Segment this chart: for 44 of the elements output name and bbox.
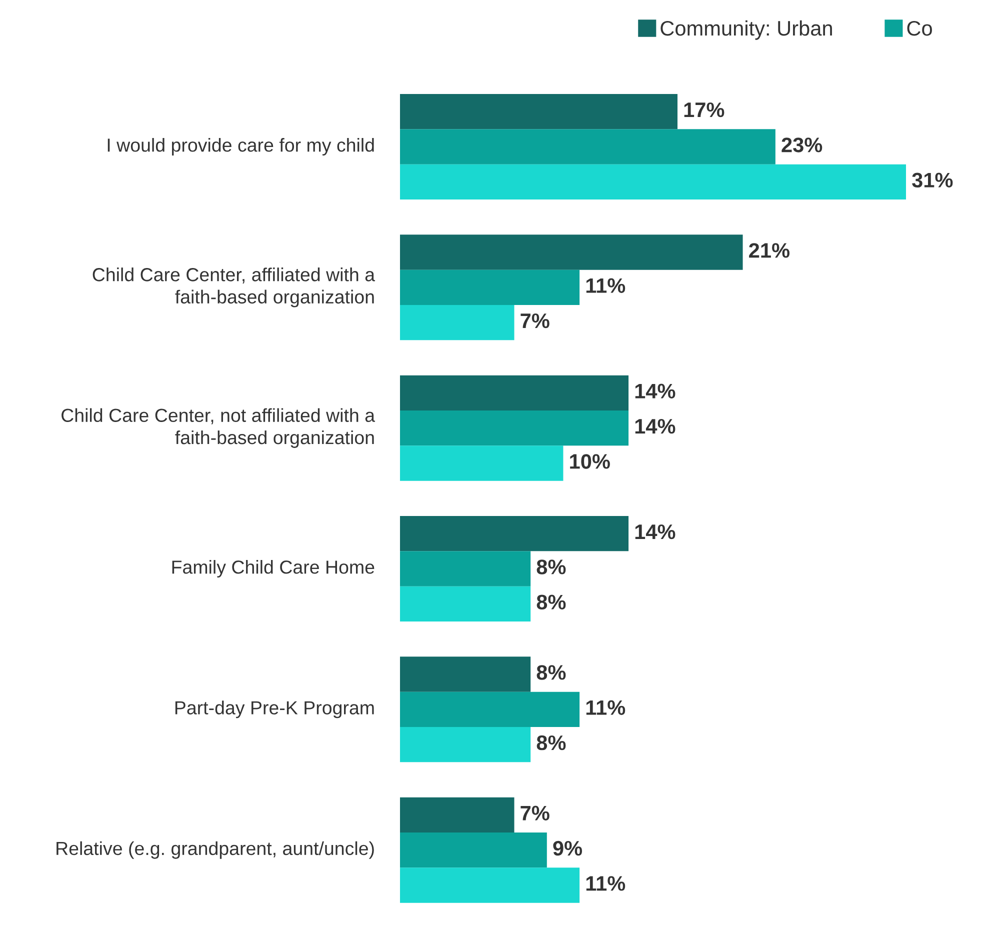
bar bbox=[400, 797, 514, 832]
data-label: 14% bbox=[635, 418, 676, 434]
data-label: 7% bbox=[520, 806, 550, 820]
bar bbox=[400, 656, 531, 692]
bar bbox=[400, 446, 564, 481]
bar bbox=[400, 516, 629, 552]
bar bbox=[400, 586, 531, 622]
data-label: 9% bbox=[553, 840, 582, 856]
data-label: 8% bbox=[536, 665, 566, 680]
data-label: 8% bbox=[536, 735, 566, 750]
bar bbox=[400, 692, 580, 727]
y-tick-label: Child Care Center, affiliated with a faith-based organization bbox=[92, 268, 376, 308]
data-label: 11% bbox=[586, 700, 626, 715]
data-label: 7% bbox=[520, 313, 550, 328]
data-label: 11% bbox=[586, 876, 626, 891]
bar bbox=[400, 305, 514, 340]
bar bbox=[400, 270, 580, 305]
data-label: 10% bbox=[570, 454, 610, 469]
data-label: 23% bbox=[782, 138, 822, 152]
data-label: 21% bbox=[749, 243, 790, 258]
bar bbox=[400, 832, 547, 868]
bar bbox=[400, 727, 531, 762]
y-tick-label: Family Child Care Home bbox=[172, 560, 374, 578]
bar bbox=[400, 868, 580, 903]
legend-label: Co bbox=[907, 20, 932, 36]
bar bbox=[400, 375, 629, 410]
data-label: 14% bbox=[635, 384, 676, 398]
data-label: 8% bbox=[536, 560, 566, 574]
y-tick-label: Part-day Pre-K Program bbox=[175, 700, 374, 718]
bar bbox=[400, 551, 531, 586]
y-tick-label: Child Care Center, not affiliated with a faith-based organization bbox=[62, 408, 376, 448]
data-label: 11% bbox=[586, 278, 626, 293]
bar bbox=[400, 129, 776, 164]
data-label: 14% bbox=[635, 524, 676, 540]
data-label: 31% bbox=[912, 172, 953, 188]
bar bbox=[400, 234, 743, 270]
y-tick-label: Relative (e.g. grandparent, aunt/uncle) bbox=[56, 841, 374, 859]
bar bbox=[400, 164, 906, 200]
bar bbox=[400, 410, 629, 446]
y-tick-label: I would provide care for my child bbox=[108, 138, 374, 156]
data-label: 8% bbox=[536, 594, 566, 610]
bar bbox=[400, 94, 678, 130]
data-label: 17% bbox=[684, 102, 724, 118]
legend-label: Community: Urban bbox=[660, 20, 832, 40]
